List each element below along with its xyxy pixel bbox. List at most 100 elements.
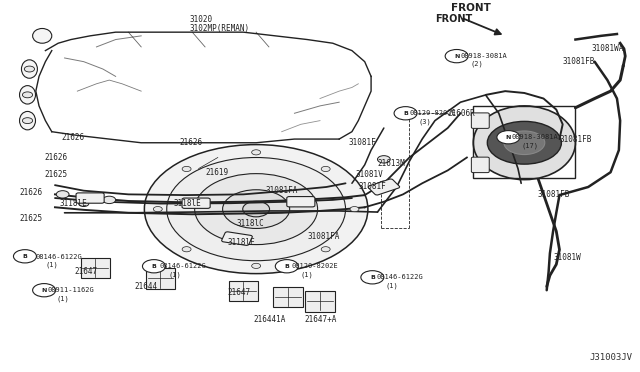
FancyBboxPatch shape — [273, 286, 303, 307]
Circle shape — [24, 66, 35, 72]
Circle shape — [350, 206, 359, 212]
Circle shape — [182, 166, 191, 171]
Circle shape — [145, 145, 368, 274]
Text: N: N — [506, 135, 511, 140]
Text: N: N — [42, 288, 47, 293]
Text: 08918-3081A: 08918-3081A — [511, 134, 558, 140]
Text: 31081FB: 31081FB — [537, 190, 570, 199]
Circle shape — [378, 155, 390, 163]
Text: 21626: 21626 — [44, 153, 67, 162]
Circle shape — [487, 121, 561, 164]
Circle shape — [154, 206, 163, 212]
Text: N: N — [454, 54, 460, 59]
Ellipse shape — [22, 60, 37, 78]
FancyBboxPatch shape — [471, 157, 489, 173]
Circle shape — [252, 263, 260, 269]
Text: 21647: 21647 — [227, 288, 250, 296]
Text: B: B — [284, 264, 289, 269]
Text: B: B — [152, 264, 156, 269]
Text: (1): (1) — [57, 295, 70, 302]
Ellipse shape — [473, 106, 575, 180]
Circle shape — [13, 250, 36, 263]
Text: 31020: 31020 — [189, 15, 212, 24]
Text: 08146-6122G: 08146-6122G — [376, 274, 423, 280]
Ellipse shape — [20, 112, 35, 130]
Circle shape — [223, 190, 290, 228]
Text: 21626: 21626 — [20, 188, 43, 197]
Text: 216441A: 216441A — [253, 315, 285, 324]
Circle shape — [195, 174, 317, 244]
Text: 21625: 21625 — [20, 214, 43, 223]
FancyBboxPatch shape — [81, 258, 110, 278]
Text: 08146-6122G: 08146-6122G — [36, 254, 83, 260]
FancyBboxPatch shape — [471, 113, 489, 128]
Text: 21619: 21619 — [205, 168, 228, 177]
Circle shape — [361, 271, 384, 284]
Circle shape — [321, 166, 330, 171]
Circle shape — [445, 49, 468, 63]
Circle shape — [56, 191, 69, 198]
Circle shape — [394, 107, 417, 120]
Text: FRONT: FRONT — [451, 3, 491, 13]
Text: 08918-3081A: 08918-3081A — [461, 53, 508, 59]
Text: 3118lE: 3118lE — [173, 199, 201, 208]
Text: 08146-6122G: 08146-6122G — [159, 263, 206, 269]
Text: (1): (1) — [45, 262, 58, 268]
Text: B: B — [22, 254, 28, 259]
Text: 3102MP(REMAN): 3102MP(REMAN) — [189, 24, 249, 33]
FancyBboxPatch shape — [228, 280, 258, 301]
Circle shape — [182, 247, 191, 252]
Text: 31081WA: 31081WA — [591, 44, 624, 53]
Text: 3118lE: 3118lE — [60, 199, 87, 208]
Circle shape — [167, 157, 346, 261]
Circle shape — [252, 150, 260, 155]
Text: 31081FA: 31081FA — [266, 186, 298, 195]
Text: B: B — [403, 111, 408, 116]
Text: 21606R: 21606R — [448, 109, 476, 118]
Ellipse shape — [20, 86, 35, 104]
FancyBboxPatch shape — [305, 291, 335, 312]
Circle shape — [321, 247, 330, 252]
Text: 08120-8202E: 08120-8202E — [410, 110, 456, 116]
Text: 08911-1162G: 08911-1162G — [47, 287, 94, 293]
Text: (1): (1) — [301, 271, 314, 278]
Text: (3): (3) — [419, 118, 432, 125]
FancyBboxPatch shape — [221, 232, 252, 246]
Text: 21625: 21625 — [44, 170, 67, 179]
Circle shape — [103, 196, 116, 203]
FancyBboxPatch shape — [76, 193, 104, 203]
Circle shape — [79, 201, 89, 206]
Circle shape — [379, 181, 389, 187]
Circle shape — [497, 131, 520, 144]
Text: 31081F: 31081F — [358, 183, 386, 192]
Text: FRONT: FRONT — [435, 14, 472, 24]
Text: 31081FB: 31081FB — [563, 57, 595, 66]
Text: (17): (17) — [521, 142, 538, 148]
Text: (2): (2) — [470, 61, 483, 67]
Circle shape — [143, 260, 166, 273]
Text: 3118lC: 3118lC — [237, 219, 265, 228]
FancyBboxPatch shape — [182, 198, 210, 208]
Circle shape — [504, 131, 545, 154]
Text: (1): (1) — [386, 282, 399, 289]
FancyBboxPatch shape — [287, 196, 315, 207]
Text: 21644: 21644 — [135, 282, 158, 291]
Text: (1): (1) — [169, 271, 181, 278]
Text: 31081FB: 31081FB — [559, 135, 592, 144]
Text: 31081V: 31081V — [355, 170, 383, 179]
Text: 08120-8202E: 08120-8202E — [291, 263, 338, 269]
FancyBboxPatch shape — [146, 268, 175, 289]
Text: 31081F: 31081F — [349, 138, 376, 147]
Text: J31003JV: J31003JV — [590, 353, 633, 362]
Text: 21613M: 21613M — [378, 158, 405, 167]
Circle shape — [275, 260, 298, 273]
Circle shape — [22, 92, 33, 98]
Text: 31081W: 31081W — [553, 253, 581, 262]
Text: 21626: 21626 — [179, 138, 203, 147]
Text: 3118lE: 3118lE — [227, 238, 255, 247]
Text: 21647: 21647 — [74, 267, 97, 276]
Ellipse shape — [33, 29, 52, 43]
Circle shape — [187, 201, 197, 206]
FancyBboxPatch shape — [368, 179, 400, 195]
Text: 31081FA: 31081FA — [307, 232, 340, 241]
